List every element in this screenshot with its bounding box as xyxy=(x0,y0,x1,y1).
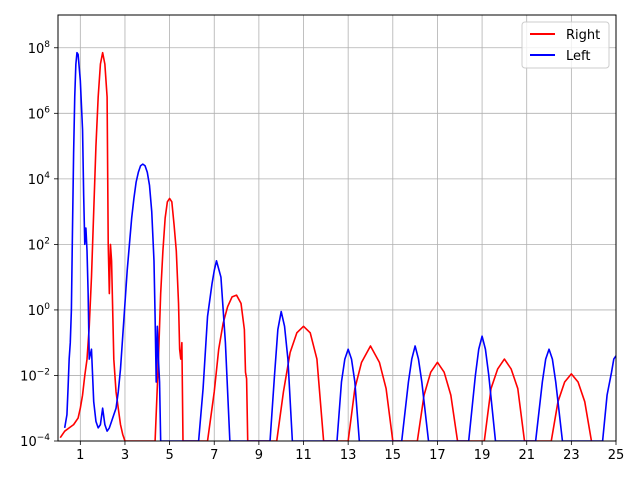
x-tick-label: 21 xyxy=(518,448,535,463)
y-tick-base: 10 xyxy=(28,304,45,319)
y-tick-exponent: −4 xyxy=(37,433,51,443)
y-tick-exponent: 6 xyxy=(44,105,50,115)
y-tick-base: 10 xyxy=(28,42,45,57)
x-tick-label: 11 xyxy=(295,448,312,463)
x-tick-label: 19 xyxy=(474,448,491,463)
y-tick-exponent: −2 xyxy=(37,367,50,377)
y-tick-label: 106 xyxy=(28,105,51,122)
x-tick-label: 3 xyxy=(121,448,129,463)
y-tick-label: 104 xyxy=(28,171,51,188)
x-tick-label: 7 xyxy=(210,448,218,463)
legend-label-left: Left xyxy=(566,49,590,64)
x-tick-label: 5 xyxy=(165,448,173,463)
y-tick-base: 10 xyxy=(20,369,37,384)
y-tick-base: 10 xyxy=(28,238,45,253)
x-tick-label: 1 xyxy=(76,448,84,463)
y-tick-base: 10 xyxy=(20,435,37,450)
y-tick-exponent: 0 xyxy=(44,302,50,312)
x-tick-label: 9 xyxy=(255,448,263,463)
y-tick-label: 108 xyxy=(28,40,51,57)
x-tick-label: 17 xyxy=(429,448,446,463)
y-tick-exponent: 8 xyxy=(44,40,50,50)
series-line-right xyxy=(59,51,593,441)
x-axis: 1 3 5 7 9 11 13 15 17 19 21 23 25 xyxy=(76,441,624,463)
y-tick-label: 10−4 xyxy=(20,433,50,450)
y-tick-base: 10 xyxy=(28,173,45,188)
y-tick-base: 10 xyxy=(28,107,45,122)
legend: Right Left xyxy=(521,21,610,69)
x-tick-label: 15 xyxy=(385,448,402,463)
y-tick-exponent: 2 xyxy=(44,236,50,246)
series-line-left xyxy=(63,51,616,441)
y-tick-label: 102 xyxy=(28,236,50,253)
x-tick-label: 25 xyxy=(608,448,625,463)
x-tick-label: 13 xyxy=(340,448,357,463)
y-tick-label: 100 xyxy=(28,302,51,319)
x-tick-label: 23 xyxy=(563,448,580,463)
plot-frame xyxy=(57,14,617,442)
y-tick-label: 10−2 xyxy=(20,367,50,384)
series-layer xyxy=(59,51,616,441)
y-tick-exponent: 4 xyxy=(44,171,50,181)
legend-label-right: Right xyxy=(566,28,600,43)
